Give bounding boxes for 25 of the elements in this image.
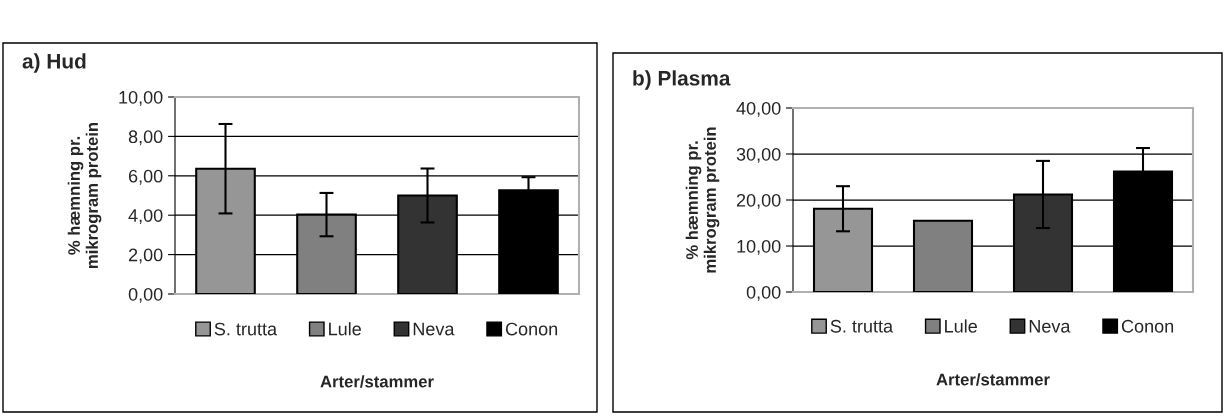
legend-label: Conon [1121, 319, 1174, 333]
y-tick-label: 0,00 [746, 285, 781, 301]
chart-title: b) Plasma [633, 70, 731, 90]
legend-label: Neva [1029, 320, 1071, 333]
y-tick-label: 10,00 [737, 239, 781, 255]
y-tick-label: 10,00 [119, 90, 163, 106]
y-tick-label: 40,00 [736, 101, 781, 117]
legend-label: Neva [413, 322, 455, 336]
y-tick-label: 4,00 [128, 209, 163, 225]
y-tick-label: 6,00 [128, 169, 163, 185]
legend-label: S. trutta [830, 319, 894, 333]
legend-label: Lule [329, 322, 361, 336]
legend-label: Conon [505, 322, 558, 336]
y-axis-title: % hæmning pr. mikrogram protein [67, 122, 102, 269]
x-axis-title: Arter/stammer [320, 375, 434, 388]
y-tick-label: 0,00 [128, 287, 163, 303]
x-axis-title: Arter/stammer [936, 373, 1050, 386]
y-tick-label: 20,00 [736, 193, 781, 209]
legend-label: Lule [945, 319, 977, 333]
y-tick-label: 30,00 [736, 147, 781, 163]
legend-label: S. trutta [214, 322, 278, 336]
y-axis-title: % hæmning pr. mikrogram protein [685, 127, 720, 273]
chart-title: a) Hud [22, 53, 86, 73]
y-tick-label: 8,00 [128, 130, 163, 146]
y-tick-label: 2,00 [128, 248, 163, 264]
